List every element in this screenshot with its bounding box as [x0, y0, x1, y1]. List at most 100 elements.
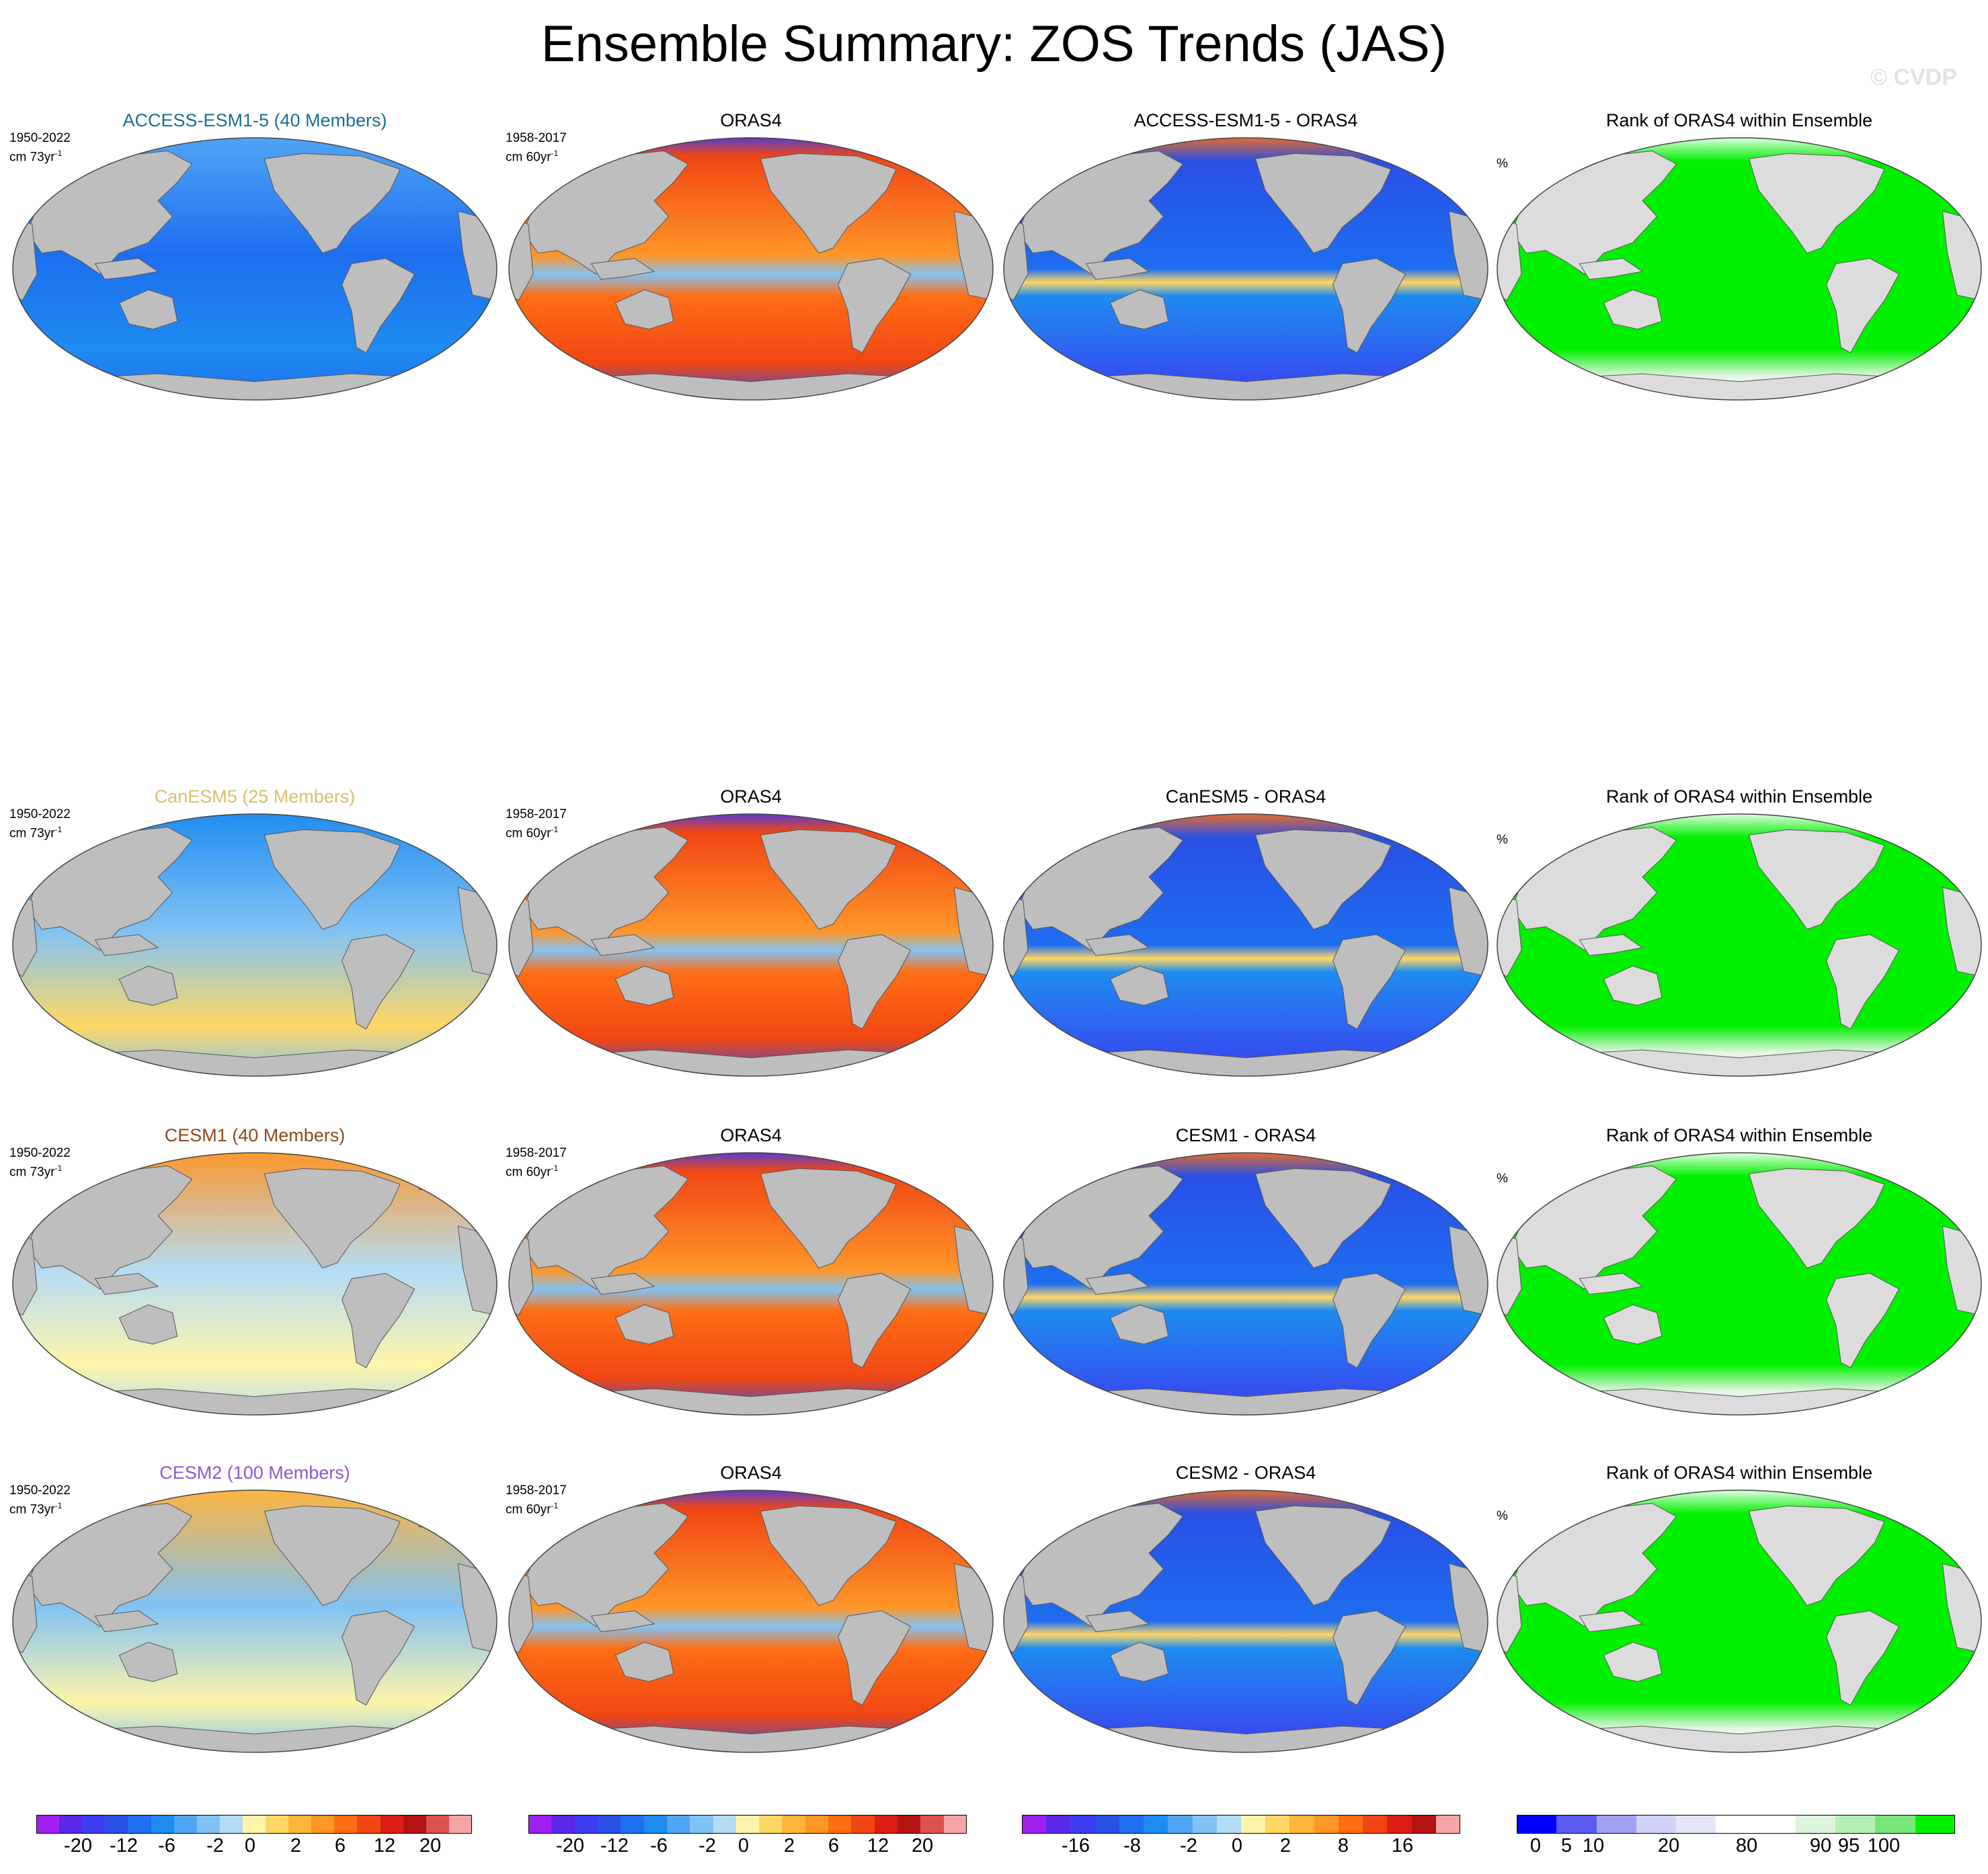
- colorbar-swatch: [666, 1815, 690, 1834]
- ocean-field: [1004, 814, 1488, 1076]
- panel-title: Rank of ORAS4 within Ensemble: [1605, 1125, 1873, 1145]
- panel-title: ORAS4: [720, 110, 782, 130]
- rank-map: [1497, 1152, 1982, 1416]
- colorbar-difference: [1022, 1815, 1461, 1834]
- land-mass: [1109, 289, 1169, 330]
- ocean-field: [1004, 138, 1488, 400]
- land-mass: [1085, 934, 1150, 956]
- colorbar-swatch: [357, 1815, 381, 1834]
- land-mass: [1255, 829, 1392, 930]
- colorbar-swatch: [36, 1815, 60, 1834]
- rank-map: [1497, 1490, 1982, 1753]
- colorbar-tick: 100: [1867, 1835, 1901, 1857]
- map-border: [1003, 813, 1488, 1077]
- model-map: [12, 813, 498, 1077]
- colorbar-swatch: [782, 1815, 806, 1834]
- colorbar-swatch: [1192, 1815, 1218, 1834]
- colorbar-swatch: [597, 1815, 621, 1834]
- panel-title: CESM1 (40 Members): [164, 1125, 346, 1145]
- colorbar-swatch: [1875, 1815, 1916, 1834]
- obs-map: [508, 1490, 994, 1753]
- land-mass: [264, 829, 401, 930]
- diff-map: [1003, 813, 1488, 1077]
- colorbar-tick: 12: [373, 1835, 396, 1857]
- panel-rank-row2: Rank of ORAS4 within Ensemble%: [1494, 786, 1985, 1102]
- model-map: [12, 1152, 498, 1416]
- colorbar-swatch: [1435, 1815, 1461, 1834]
- colorbar-swatch: [690, 1815, 714, 1834]
- panel-title: ACCESS-ESM1-5 - ORAS4: [1134, 110, 1358, 130]
- colorbar-swatch: [1676, 1815, 1716, 1834]
- colorbar-swatch: [1716, 1815, 1757, 1834]
- map-border: [1003, 1152, 1488, 1416]
- colorbar-swatch: [1022, 1815, 1047, 1834]
- land-mass: [590, 1272, 655, 1295]
- colorbar-tick: -6: [650, 1835, 668, 1857]
- land-mass: [1085, 1272, 1150, 1295]
- land-mass: [614, 289, 674, 330]
- map-border: [508, 1152, 994, 1416]
- colorbar-tick: 2: [290, 1835, 302, 1857]
- colorbar-swatch: [920, 1815, 945, 1834]
- colorbar-tick: 80: [1735, 1835, 1758, 1857]
- rank-map: [1497, 813, 1982, 1077]
- period-units-label: 1958-2017 cm 60yr-1: [506, 131, 567, 165]
- colorbar-swatch: [735, 1815, 760, 1834]
- colorbar-swatch: [551, 1815, 575, 1834]
- map-border: [1003, 137, 1488, 401]
- colorbar-tick: 0: [1231, 1835, 1243, 1857]
- land-mass: [1255, 153, 1392, 254]
- map-border: [508, 1490, 994, 1753]
- colorbar-swatch: [898, 1815, 921, 1834]
- ocean-field: [509, 1490, 993, 1752]
- colorbar-tick: 0: [1529, 1835, 1542, 1857]
- ocean-field: [1497, 138, 1981, 400]
- land-mass: [94, 934, 159, 956]
- land-mass: [264, 1168, 401, 1269]
- colorbar-tick: 0: [244, 1835, 256, 1857]
- colorbar-swatch: [173, 1815, 198, 1834]
- colorbar-swatch: [1517, 1815, 1557, 1834]
- ocean-field: [1497, 1153, 1981, 1415]
- land-mass: [590, 934, 655, 956]
- colorbar-tick: -8: [1123, 1835, 1141, 1857]
- percent-units-label: %: [1497, 1172, 1508, 1186]
- panel-title: Rank of ORAS4 within Ensemble: [1605, 1463, 1873, 1483]
- colorbar-obs-trend: [528, 1815, 967, 1834]
- colorbar-tick: -2: [206, 1835, 224, 1857]
- colorbar-swatch: [128, 1815, 151, 1834]
- ocean-field: [509, 1153, 993, 1415]
- obs-map: [508, 813, 994, 1077]
- panel-title: ORAS4: [720, 1125, 782, 1145]
- colorbar-swatch: [874, 1815, 898, 1834]
- panel-title: ORAS4: [720, 786, 782, 807]
- colorbar-tick: 12: [867, 1835, 889, 1857]
- land-mass: [342, 1272, 415, 1369]
- land-mass: [1333, 1272, 1406, 1369]
- colorbar-swatch: [943, 1815, 967, 1834]
- panel-obs-row4: ORAS4 1958-2017 cm 60yr-1: [506, 1463, 996, 1779]
- colorbar-frame: [1517, 1815, 1955, 1834]
- colorbar-tick: -2: [1180, 1835, 1197, 1857]
- map-border: [1497, 137, 1982, 401]
- land-mass: [1826, 1610, 1900, 1706]
- colorbar-swatch: [1556, 1815, 1597, 1834]
- panel-title: ACCESS-ESM1-5 (40 Members): [122, 110, 387, 130]
- map-border: [1497, 1490, 1982, 1753]
- map-border: [12, 813, 498, 1077]
- land-mass: [118, 289, 178, 330]
- colorbar-swatch: [1915, 1815, 1956, 1834]
- colorbar-tick: 20: [1657, 1835, 1680, 1857]
- ocean-field: [1497, 1490, 1981, 1752]
- colorbar-tick: 5: [1560, 1835, 1573, 1857]
- panel-model-row1: ACCESS-ESM1-5 (40 Members) 1950-2022 cm 73…: [9, 110, 500, 426]
- colorbar-swatch: [574, 1815, 598, 1834]
- colorbar-tick: 10: [1582, 1835, 1605, 1857]
- panel-title: ORAS4: [720, 1463, 782, 1483]
- colorbar-tick: 8: [1337, 1835, 1349, 1857]
- percent-units-label: %: [1497, 157, 1508, 171]
- period-units-label: 1950-2022 cm 73yr-1: [9, 807, 71, 841]
- land-mass: [1826, 1272, 1900, 1369]
- colorbar-tick: 90: [1809, 1835, 1832, 1857]
- colorbar-swatch: [1070, 1815, 1096, 1834]
